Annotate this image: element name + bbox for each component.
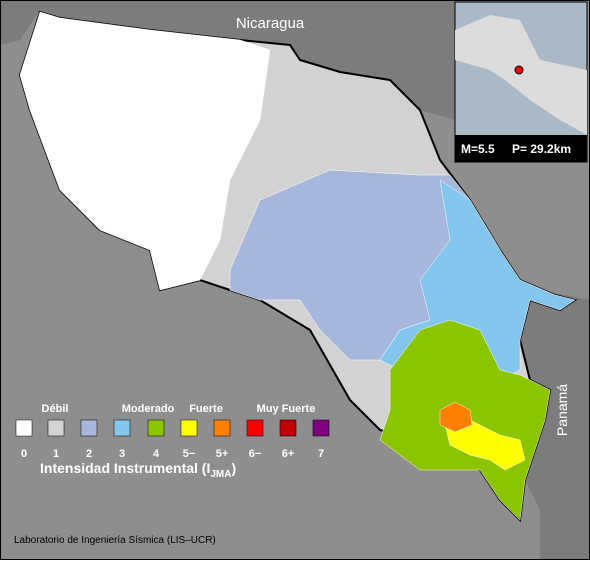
zone-intensity-5-plus [439,401,473,433]
legend-title-part: Intensidad Instrumental (I [40,460,210,476]
legend-group: Muy Fuerte [257,403,316,415]
legend: 0 1 2 3 4 5− 5+ 6− 6+ 7 Débil Moderado Fuerte Muy Fue… [15,403,330,480]
legend-group: Fuerte [189,403,223,415]
legend-swatch [15,419,33,437]
legend-label: 3 [119,448,125,460]
epicenter [514,65,524,75]
legend-swatch [47,419,65,437]
legend-label: 5+ [216,448,229,460]
legend-group: Débil [42,403,69,415]
legend-label: 4 [153,448,160,460]
nicaragua-land [0,0,455,120]
legend-swatch [312,419,330,437]
legend-swatch [113,419,131,437]
inset-land [455,15,587,135]
legend-label: 7 [318,448,324,460]
credit: Laboratorio de Ingeniería Sísmica (LIS–U… [14,535,216,546]
zone-intensity-5-minus [444,419,526,471]
panama-land [520,290,590,560]
legend-label: 6− [249,448,262,460]
legend-label: 5− [183,448,196,460]
legend-label: 2 [86,448,92,460]
legend-label: 6+ [282,448,295,460]
inset: M=5.5 P= 29.2km [454,1,588,163]
legend-swatch [246,419,264,437]
legend-title: Intensidad Instrumental (IJMA) [40,460,236,480]
magnitude: M=5.5 [461,142,495,156]
country-label: Nicaragua [236,15,305,32]
legend-title-part: ) [231,460,236,476]
depth: P= 29.2km [512,142,571,156]
legend-swatch [213,419,231,437]
legend-title-part: JMA [210,469,231,480]
legend-group: Moderado [122,403,175,415]
legend-label: 1 [53,448,59,460]
inset-info-bar [455,135,587,162]
legend-swatch [147,419,165,437]
legend-swatch [180,419,198,437]
legend-label: 0 [21,448,27,460]
zone-intensity-0 [19,11,271,291]
country-label: Panamá [554,384,570,436]
legend-swatch [80,419,98,437]
legend-swatch [279,419,297,437]
